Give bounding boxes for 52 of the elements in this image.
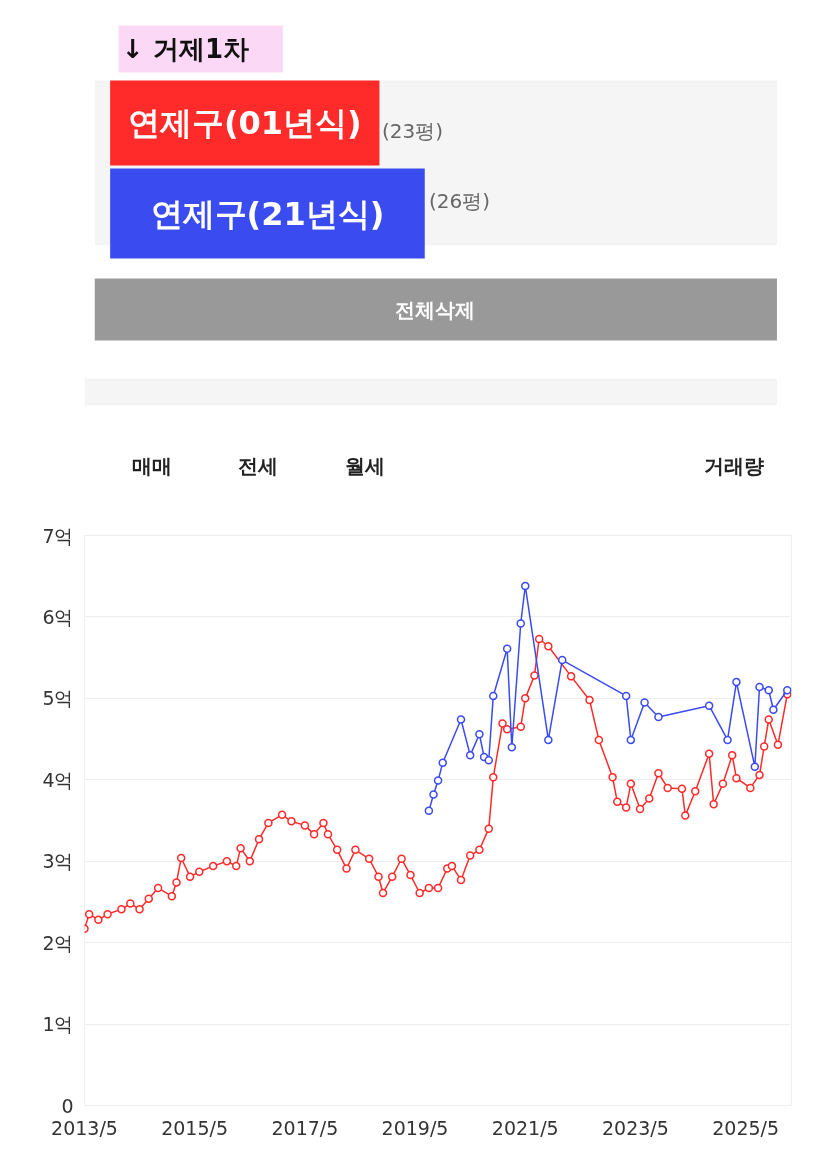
point [424,806,434,815]
x-tick-label: 2015/5 [161,1116,229,1139]
y-tick-label: 3억 [42,850,74,873]
point [626,735,636,745]
point [456,715,466,724]
point [621,691,631,701]
point [507,742,517,752]
text: 매매 [131,453,172,478]
point [723,735,732,745]
point [750,762,760,771]
point [438,758,447,767]
x-tick-label: 2013/5 [51,1116,118,1139]
x-tick-label: 2021/5 [491,1116,559,1139]
point [704,701,714,710]
point [764,685,773,695]
x-tick-label: 2017/5 [271,1116,339,1139]
point [654,712,663,722]
y-tick-label: 5억 [42,687,74,710]
y-tick-label: 1억 [42,1013,74,1036]
point [433,776,443,785]
x-tick-label: 2025/5 [712,1116,780,1139]
point [783,685,792,695]
y-tick-label: 0 [61,1094,74,1117]
point [521,581,530,591]
text: 거래량 [704,453,765,478]
y-tick-label: 2억 [42,931,74,954]
point [769,705,778,714]
point [484,756,494,765]
y-tick-label: 7억 [42,524,74,547]
point [557,655,567,665]
point [502,644,512,653]
point [465,751,475,760]
point [640,698,649,707]
x-tick-label: 2023/5 [601,1116,669,1139]
text: 전세 [238,453,279,478]
point [475,729,484,739]
text: 전체삭제 [395,297,476,322]
point [755,682,764,692]
text: 월세 [345,453,386,478]
point [516,619,525,628]
text: (23평) [382,118,444,143]
x-tick-label: 2019/5 [381,1116,449,1139]
y-tick-label: 6억 [42,605,74,628]
text: 연제구(21년식) [150,194,385,233]
chart-title: ↓ 거제1차 [122,33,250,64]
point [429,790,438,799]
point [732,677,741,687]
y-tick-label: 4억 [42,768,74,791]
text: 연제구(01년식) [127,104,362,142]
text: (26평) [429,188,491,213]
point [544,735,553,745]
point [489,691,498,701]
